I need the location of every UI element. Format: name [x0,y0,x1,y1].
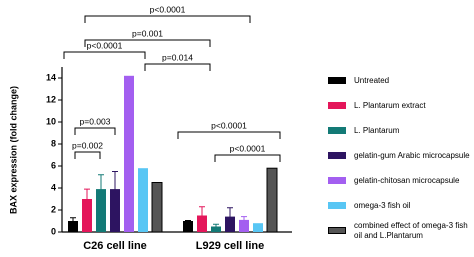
x-tick-label: C26 cell line [83,240,147,252]
y-tick-label: 10 [46,116,56,126]
legend-item: combined effect of omega-3 fish oil and … [328,218,474,243]
bar [124,75,134,232]
bar [151,182,163,233]
error-bar [185,219,191,222]
legend-item: omega-3 fish oil [328,193,474,218]
bar [138,168,148,232]
legend-item: gelatin-chitosan microcapsule [328,168,474,193]
legend-swatch [328,102,346,109]
bar [239,219,249,232]
bar [253,223,263,232]
error-bar [241,216,247,224]
y-tick-label: 4 [51,182,56,192]
significance-bracket [84,15,251,23]
p-value: p<0.0001 [150,4,186,14]
error-bar [70,217,76,225]
significance-bracket [74,127,116,135]
legend-label: gelatin-chitosan microcapsule [354,175,460,185]
significance-bracket [84,39,211,47]
error-bar [227,207,233,226]
legend-label: Untreated [354,75,390,85]
y-tick-label: 6 [51,160,56,170]
error-bar [98,174,104,204]
legend-label: L. Plantarum extract [354,100,426,110]
error-bar [199,206,205,225]
legend-label: gelatin-gum Arabic microcapsule [354,150,470,160]
bar [110,189,120,232]
bar [211,226,221,232]
legend-swatch [328,127,346,134]
p-value: p=0.001 [132,28,163,38]
error-bar [84,188,90,209]
y-tick-label: 0 [51,226,56,236]
legend-swatch [328,77,346,84]
significance-bracket [74,151,101,159]
legend-label: omega-3 fish oil [354,200,411,210]
error-bar [112,171,118,207]
legend-item: gelatin-gum Arabic microcapsule [328,143,474,168]
p-value: p=0.014 [162,52,193,62]
legend-item: Untreated [328,68,474,93]
p-value: p<0.0001 [87,40,123,50]
bar [96,189,106,232]
legend-swatch [328,177,346,184]
y-tick-label: 12 [46,94,56,104]
legend-swatch [328,202,346,209]
bar [183,221,193,232]
y-tick-label: 14 [46,72,56,82]
legend-swatch [328,152,346,159]
p-value: p=0.003 [80,116,111,126]
significance-bracket [63,51,146,59]
significance-bracket [177,131,281,139]
x-tick-label: L929 cell line [196,240,264,252]
bar [266,167,278,233]
bar [68,221,78,232]
legend-swatch [328,227,346,234]
p-value: p=0.002 [72,140,103,150]
error-bar [213,223,219,229]
significance-bracket [214,154,281,162]
legend-label: L. Plantarum [354,125,400,135]
y-tick-label: 8 [51,138,56,148]
legend: Untreated L. Plantarum extract L. Plantaru… [328,68,474,243]
y-tick-label: 2 [51,204,56,214]
bar [82,199,92,232]
significance-bracket [144,63,211,71]
legend-item: L. Plantarum extract [328,93,474,118]
p-value: p<0.0001 [211,120,247,130]
p-value: p<0.0001 [230,143,266,153]
legend-label: combined effect of omega-3 fish oil and … [354,220,468,240]
legend-item: L. Plantarum [328,118,474,143]
y-axis-label: BAX expression (fold change) [8,86,18,214]
